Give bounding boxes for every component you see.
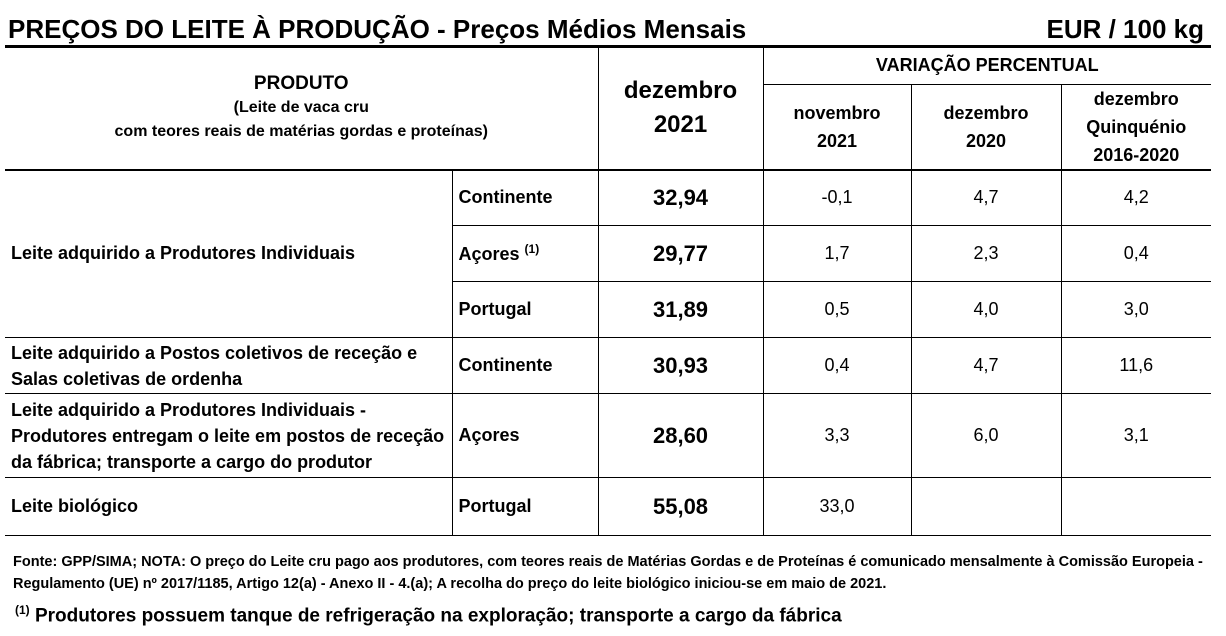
var-nov2021-value: -0,1 — [763, 169, 912, 226]
table-row: Leite adquirido a Produtores Individuais… — [5, 169, 1212, 338]
footnote-text: Produtores possuem tanque de refrigeraçã… — [29, 605, 842, 627]
product-header-title: PRODUTO — [253, 73, 349, 95]
var-col-dez2020-l2: 2020 — [965, 130, 1007, 151]
var-dez2020-value: 2,3 — [911, 225, 1062, 282]
var-quinquenio-value: 3,1 — [1061, 393, 1212, 478]
product-label-line: Salas coletivas de ordenha — [11, 368, 243, 389]
var-col-quinquenio-l1: dezembro — [1093, 88, 1179, 109]
product-label-line: Leite adquirido a Produtores Individuais… — [11, 399, 367, 420]
page-title: PREÇOS DO LEITE À PRODUÇÃO - Preços Médi… — [8, 14, 747, 44]
source-note: Fonte: GPP/SIMA; NOTA: O preço do Leite … — [13, 554, 1203, 592]
product-label: Leite biológico — [5, 477, 453, 536]
product-header: PRODUTO (Leite de vaca cru com teores re… — [5, 48, 599, 171]
product-label-line: Produtores entregam o leite em postos de… — [11, 425, 445, 446]
footnote: (1) Produtores possuem tanque de refrige… — [15, 603, 842, 627]
var-dez2020-value: 6,0 — [911, 393, 1062, 478]
title-underline — [5, 45, 1211, 48]
var-quinquenio-value: 0,4 — [1061, 225, 1212, 282]
var-quinquenio-value: 3,0 — [1061, 281, 1212, 338]
var-nov2021-value: 3,3 — [763, 393, 912, 478]
month-header-month: dezembro — [623, 77, 738, 105]
var-col-quinquenio-l3: 2016-2020 — [1093, 144, 1180, 165]
var-col-quinquenio: dezembro Quinquénio 2016-2020 — [1061, 84, 1212, 171]
month-header-year: 2021 — [653, 111, 708, 139]
var-col-nov2021-l1: novembro — [793, 102, 881, 123]
price-value: 55,08 — [598, 477, 764, 536]
unit-label: EUR / 100 kg — [1046, 14, 1204, 44]
price-value: 32,94 — [598, 169, 764, 226]
table-row: Portugal 31,89 0,5 4,0 3,0 — [5, 281, 1212, 338]
price-value: 28,60 — [598, 393, 764, 478]
region-label: Açores — [458, 244, 520, 264]
var-dez2020-value: 4,7 — [911, 337, 1062, 394]
footnote-mark: (1) — [15, 603, 30, 617]
header-row: PRODUTO (Leite de vaca cru com teores re… — [5, 48, 1212, 171]
price-table: PRODUTO (Leite de vaca cru com teores re… — [5, 48, 1212, 536]
product-label-line: da fábrica; transporte a cargo do produt… — [11, 451, 373, 472]
var-col-dez2020-l1: dezembro — [943, 102, 1029, 123]
table-row: Leite biológico Portugal 55,08 33,0 — [5, 477, 1212, 536]
var-dez2020-value: 4,7 — [911, 169, 1062, 226]
region-cell: Portugal — [452, 281, 599, 338]
table-row: Leite adquirido a Postos coletivos de re… — [5, 337, 1212, 394]
var-quinquenio-value — [1061, 477, 1212, 536]
month-header: dezembro 2021 — [598, 48, 764, 171]
var-nov2021-value: 0,5 — [763, 281, 912, 338]
product-label: Leite adquirido a Produtores Individuais — [5, 169, 453, 338]
var-col-dez2020: dezembro 2020 — [911, 84, 1062, 171]
region-cell: Continente — [452, 169, 599, 226]
price-value: 30,93 — [598, 337, 764, 394]
variation-header: VARIAÇÃO PERCENTUAL — [763, 48, 1212, 85]
region-cell: Açores (1) — [452, 225, 599, 282]
var-col-quinquenio-l2: Quinquénio — [1086, 116, 1187, 137]
var-quinquenio-value: 11,6 — [1061, 337, 1212, 394]
product-header-sub1: (Leite de vaca cru — [233, 99, 369, 117]
region-cell: Portugal — [452, 477, 599, 536]
product-label: Leite adquirido a Produtores Individuais… — [5, 393, 453, 478]
product-label: Leite adquirido a Postos coletivos de re… — [5, 337, 453, 394]
price-value: 31,89 — [598, 281, 764, 338]
product-label-line: Leite adquirido a Postos coletivos de re… — [11, 342, 418, 363]
var-nov2021-value: 1,7 — [763, 225, 912, 282]
table-row: Açores (1) 29,77 1,7 2,3 0,4 — [5, 225, 1212, 282]
var-col-nov2021-l2: 2021 — [816, 130, 858, 151]
var-dez2020-value: 4,0 — [911, 281, 1062, 338]
table-row: Leite adquirido a Produtores Individuais… — [5, 393, 1212, 478]
price-value: 29,77 — [598, 225, 764, 282]
product-header-sub2: com teores reais de matérias gordas e pr… — [114, 123, 488, 141]
var-col-nov2021: novembro 2021 — [763, 84, 912, 171]
variation-subheader-row: novembro 2021 dezembro 2020 dezembro Qui… — [5, 84, 1212, 171]
var-nov2021-value: 33,0 — [763, 477, 912, 536]
var-nov2021-value: 0,4 — [763, 337, 912, 394]
var-dez2020-value — [911, 477, 1062, 536]
var-quinquenio-value: 4,2 — [1061, 169, 1212, 226]
footnote-ref: (1) — [524, 242, 540, 256]
region-cell: Açores — [452, 393, 599, 478]
region-cell: Continente — [452, 337, 599, 394]
